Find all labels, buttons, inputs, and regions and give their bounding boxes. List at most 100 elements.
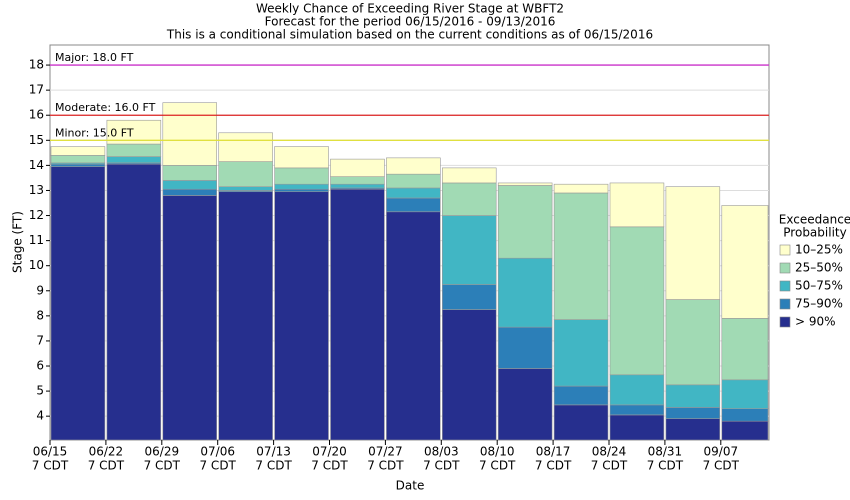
bar-segment bbox=[609, 404, 665, 416]
bar-segment bbox=[553, 404, 609, 441]
x-tick-label: 09/07 bbox=[704, 445, 739, 459]
bar-segment bbox=[50, 163, 106, 167]
bar-segment bbox=[665, 407, 721, 419]
bar-segment bbox=[665, 418, 721, 441]
bar-segment bbox=[50, 155, 106, 164]
x-tick-label: 7 CDT bbox=[255, 459, 292, 473]
y-tick-label: 7 bbox=[36, 333, 44, 347]
bar-segment bbox=[721, 205, 769, 319]
bar-segment bbox=[106, 143, 162, 157]
bar-segment bbox=[162, 188, 218, 196]
legend-swatch bbox=[779, 262, 791, 274]
bar-segment bbox=[50, 146, 106, 156]
bar-segment bbox=[497, 185, 553, 259]
flood-threshold-label: Minor: 15.0 FT bbox=[55, 126, 134, 139]
legend-swatch bbox=[779, 280, 791, 292]
bar-segment bbox=[497, 257, 553, 328]
bar-segment bbox=[609, 414, 665, 441]
x-tick-label: 07/27 bbox=[368, 445, 403, 459]
bar-segment bbox=[441, 309, 497, 441]
bar-segment bbox=[441, 167, 497, 184]
legend-swatch bbox=[779, 244, 791, 256]
y-tick-label: 15 bbox=[29, 133, 44, 147]
legend-label: > 90% bbox=[795, 315, 836, 329]
x-tick-label: 7 CDT bbox=[647, 459, 684, 473]
flood-threshold-label: Moderate: 16.0 FT bbox=[55, 101, 156, 114]
x-tick-label: 7 CDT bbox=[423, 459, 460, 473]
bar-segment bbox=[386, 173, 441, 189]
bar-segment bbox=[106, 119, 162, 145]
legend-title: Exceedance bbox=[779, 213, 850, 227]
bar-segment bbox=[218, 186, 273, 191]
bar-segment bbox=[497, 326, 553, 369]
bar-segment bbox=[330, 183, 385, 189]
bar-segment bbox=[274, 191, 329, 441]
bar-segment bbox=[330, 176, 385, 185]
bar-segment bbox=[553, 385, 609, 406]
x-axis-label: Date bbox=[396, 479, 425, 493]
bar-segment bbox=[162, 165, 218, 181]
legend-swatch bbox=[779, 316, 791, 328]
y-tick-label: 12 bbox=[29, 208, 44, 222]
bar-segment bbox=[274, 183, 329, 190]
bar-segment bbox=[609, 374, 665, 406]
x-tick-label: 06/29 bbox=[145, 445, 180, 459]
bar-segment bbox=[106, 156, 162, 164]
x-tick-label: 7 CDT bbox=[535, 459, 572, 473]
legend-swatch bbox=[779, 298, 791, 310]
x-tick-label: 08/24 bbox=[592, 445, 627, 459]
bar-segment bbox=[218, 132, 273, 162]
bar-segment bbox=[162, 180, 218, 190]
x-tick-label: 07/06 bbox=[200, 445, 235, 459]
x-tick-label: 7 CDT bbox=[32, 459, 69, 473]
bar-segment bbox=[218, 161, 273, 187]
bar-segment bbox=[330, 188, 385, 441]
bar-segment bbox=[330, 158, 385, 177]
y-tick-label: 13 bbox=[29, 183, 44, 197]
legend-label: 25–50% bbox=[795, 261, 843, 275]
y-tick-label: 6 bbox=[36, 359, 44, 373]
bar-segment bbox=[218, 191, 273, 441]
bar-segment bbox=[274, 167, 329, 185]
bar-segment bbox=[721, 379, 769, 409]
chart-subtitle: This is a conditional simulation based o… bbox=[166, 28, 653, 42]
y-tick-label: 8 bbox=[36, 308, 44, 322]
x-tick-label: 7 CDT bbox=[144, 459, 181, 473]
chart-subtitle: Forecast for the period 06/15/2016 - 09/… bbox=[265, 15, 556, 29]
bar-segment bbox=[50, 166, 106, 441]
x-tick-label: 07/20 bbox=[312, 445, 347, 459]
bar-segment bbox=[665, 299, 721, 386]
x-tick-label: 7 CDT bbox=[591, 459, 628, 473]
y-tick-label: 16 bbox=[29, 108, 44, 122]
x-tick-label: 07/13 bbox=[256, 445, 291, 459]
bar-segment bbox=[553, 192, 609, 320]
bar-segment bbox=[386, 211, 441, 441]
legend-label: 75–90% bbox=[795, 297, 843, 311]
bar-segment bbox=[386, 197, 441, 213]
bar-segment bbox=[386, 187, 441, 199]
legend-label: 50–75% bbox=[795, 279, 843, 293]
x-tick-label: 7 CDT bbox=[367, 459, 404, 473]
y-tick-label: 4 bbox=[36, 409, 44, 423]
x-tick-label: 7 CDT bbox=[703, 459, 740, 473]
y-tick-label: 14 bbox=[29, 158, 44, 172]
x-tick-label: 08/31 bbox=[648, 445, 683, 459]
x-tick-label: 06/22 bbox=[89, 445, 124, 459]
x-tick-label: 08/17 bbox=[536, 445, 571, 459]
bar-segment bbox=[721, 408, 769, 422]
y-tick-label: 9 bbox=[36, 283, 44, 297]
bar-segment bbox=[106, 163, 162, 441]
legend-label: 10–25% bbox=[795, 243, 843, 257]
bar-segment bbox=[162, 195, 218, 441]
bar-segment bbox=[162, 102, 218, 166]
chart-title: Weekly Chance of Exceeding River Stage a… bbox=[256, 2, 564, 16]
x-tick-label: 08/03 bbox=[424, 445, 459, 459]
bar-segment bbox=[441, 182, 497, 216]
y-tick-label: 10 bbox=[29, 258, 44, 272]
bar-segment bbox=[274, 146, 329, 169]
bar-segment bbox=[665, 384, 721, 408]
legend-title: Probability bbox=[783, 226, 846, 240]
y-tick-label: 17 bbox=[29, 83, 44, 97]
bar-segment bbox=[609, 182, 665, 228]
